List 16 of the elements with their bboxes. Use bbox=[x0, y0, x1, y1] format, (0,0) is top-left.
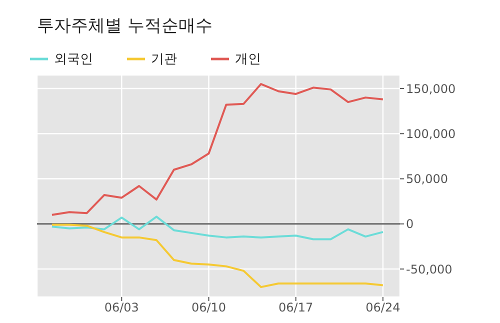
line-series bbox=[50, 83, 384, 216]
x-tick-label: 06/10 bbox=[191, 300, 226, 315]
y-tick-label: 50,000 bbox=[406, 172, 448, 186]
x-tick-label: 06/03 bbox=[104, 300, 139, 315]
y-tick-label: 100,000 bbox=[406, 126, 456, 141]
legend-label: 외국인 bbox=[54, 51, 93, 68]
y-tick-label: 150,000 bbox=[406, 82, 456, 96]
line-series bbox=[50, 224, 384, 288]
x-tick-label: 06/24 bbox=[366, 300, 400, 315]
line-series bbox=[50, 216, 384, 240]
x-tick-label: 06/17 bbox=[278, 300, 314, 315]
legend-label: 개인 bbox=[235, 51, 261, 68]
chart-title: 투자주체별 누적순매수 bbox=[37, 15, 212, 37]
y-tick-label: 0 bbox=[406, 217, 414, 232]
legend-label: 기관 bbox=[151, 51, 177, 68]
y-tick-label: -50,000 bbox=[406, 262, 452, 276]
